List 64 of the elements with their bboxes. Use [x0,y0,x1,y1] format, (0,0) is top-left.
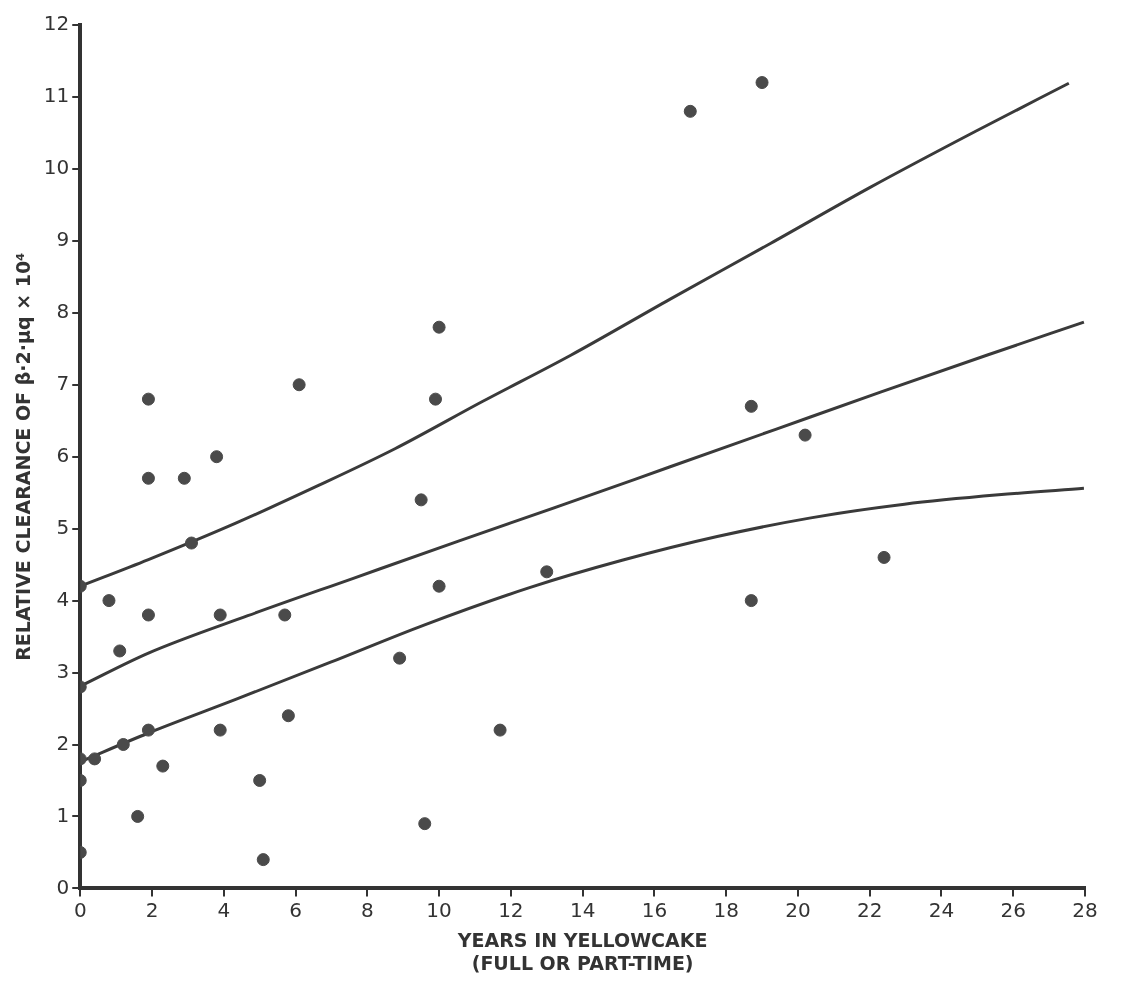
point [141,471,155,485]
point [213,608,227,622]
point [116,738,130,751]
x-tick-label: 10 [426,897,452,922]
y-tick-label: 4 [56,586,70,611]
x-tick-label: 28 [1072,897,1098,922]
y-tick-label: 8 [56,299,70,323]
point [156,759,170,773]
y-tick-label: 6 [56,442,70,467]
point [540,565,554,579]
x-tick-label: 22 [856,897,883,922]
y-tick-label: 2 [56,730,70,755]
point [418,817,432,831]
x-tick-label: 20 [785,897,811,922]
point [141,392,155,406]
x-tick-label: 12 [498,897,524,922]
x-tick-label: 6 [289,897,302,922]
point [281,709,295,723]
y-tick-label: 9 [56,227,70,252]
y-tick-label: 7 [56,370,70,395]
point [210,450,224,464]
point [432,579,446,593]
x-tick-label: 2 [145,897,159,922]
point [253,773,267,787]
x-axis-title: YEARS IN YELLOWCAKE (FULL OR PART-TIME) [456,928,708,974]
y-tick-label: 10 [43,155,70,180]
point [141,723,155,737]
point [177,471,191,485]
point [493,723,507,737]
point [292,378,306,392]
point [414,493,428,507]
x-tick-label: 24 [928,897,955,922]
point [141,608,155,622]
x-tick-label: 26 [1000,897,1026,922]
point [744,399,758,413]
y-tick-label: 3 [56,658,70,683]
y-tick-label: 0 [56,874,70,899]
x-tick-label: 18 [713,897,739,922]
y-tick-label: 1 [56,802,70,827]
point [88,752,102,766]
point [755,76,769,90]
point [432,320,446,334]
point [877,550,891,564]
point [102,594,116,608]
x-tick-label: 0 [73,897,87,922]
point [393,651,407,665]
y-tick-label: 11 [43,83,70,108]
point [256,853,270,867]
y-tick-label: 12 [43,11,70,36]
x-tick-label: 14 [569,897,596,922]
point [184,536,198,550]
x-tick-label: 8 [360,897,374,922]
point [798,428,812,442]
y-axis-title: RELATIVE CLEARANCE OF β·2·μq × 10⁴ [12,252,35,661]
x-tick-label: 16 [641,897,668,922]
point [213,723,227,737]
point [113,644,127,658]
x-tick-label: 4 [217,897,231,922]
y-tick-label: 5 [56,514,70,539]
point [278,608,292,622]
point [131,809,145,823]
point [683,104,697,118]
point [429,392,442,406]
point [744,594,758,608]
